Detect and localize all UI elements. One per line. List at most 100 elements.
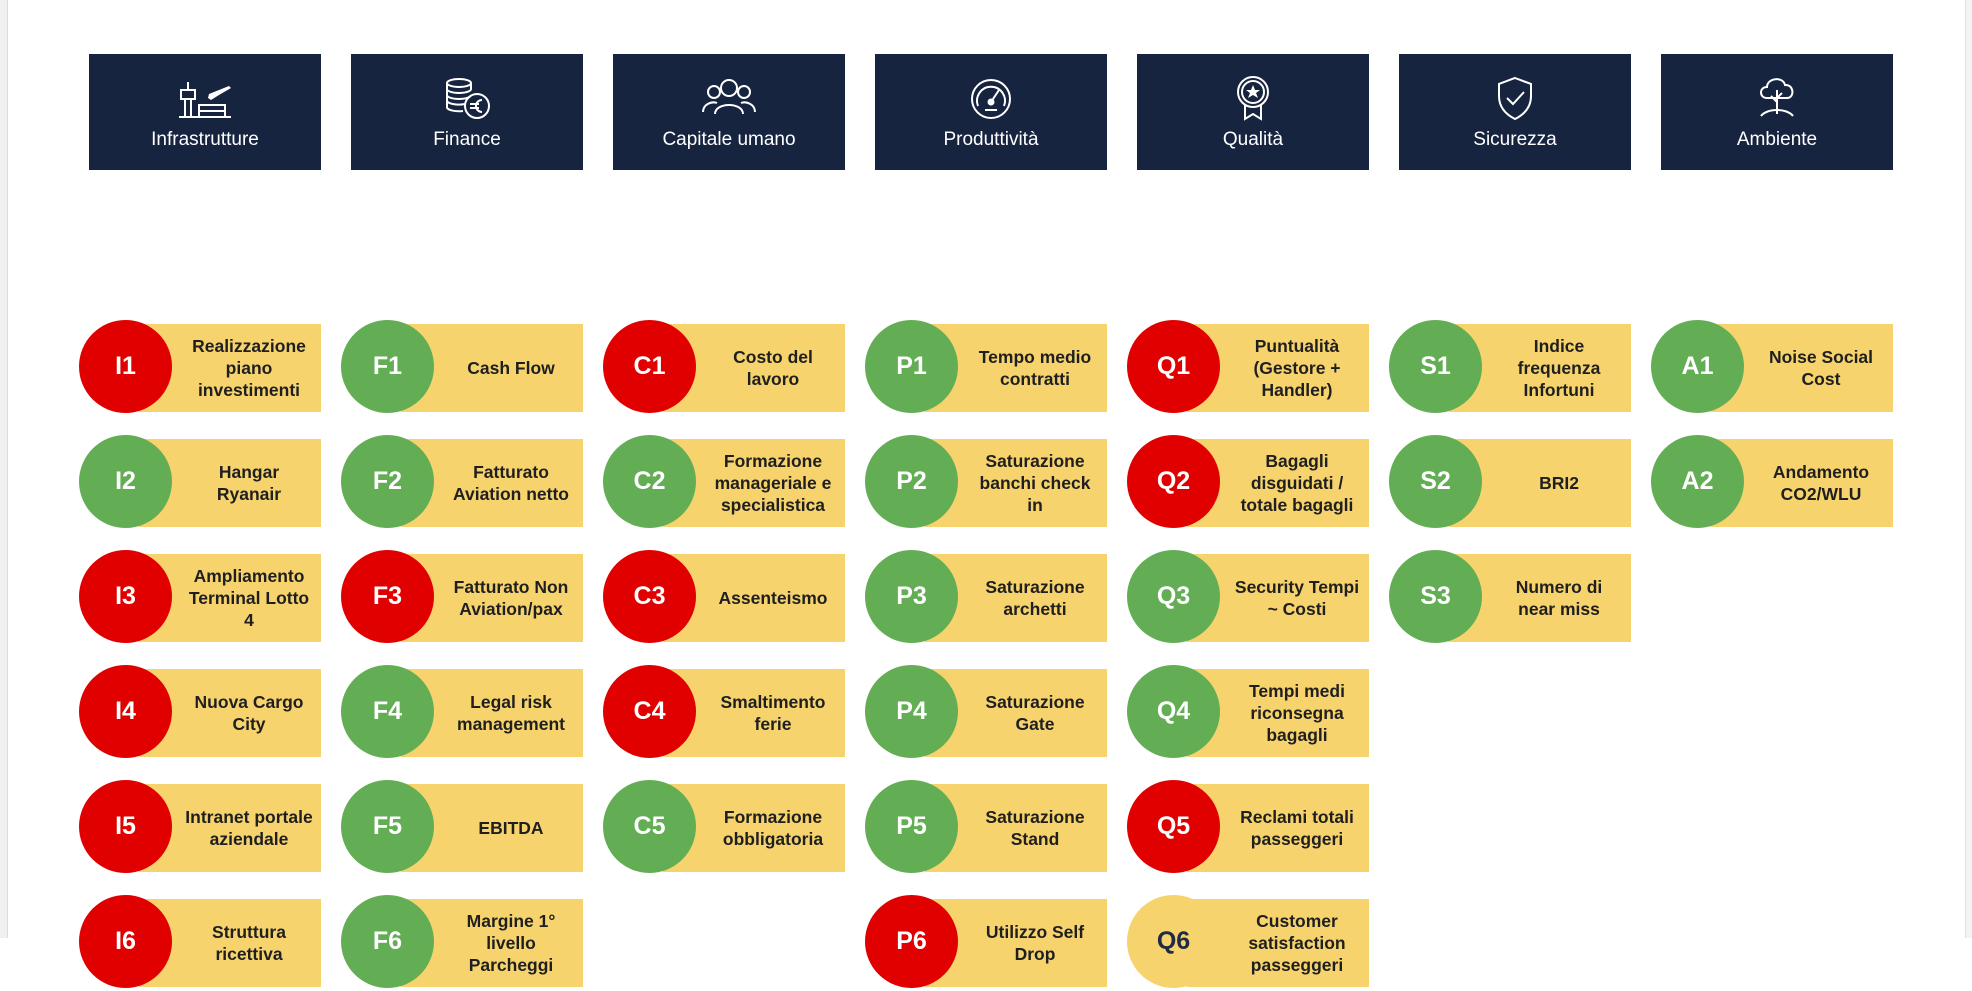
- kpi-item-c2: Formazione manageriale e specialistica C2: [603, 435, 845, 531]
- header-produttivita: Produttività: [875, 54, 1107, 170]
- column-title: Infrastrutture: [151, 129, 259, 150]
- kpi-item-p1: Tempo medio contratti P1: [865, 320, 1107, 416]
- kpi-item-p2: Saturazione banchi check in P2: [865, 435, 1107, 531]
- item-list: Puntualità (Gestore + Handler) Q1 Bagagli…: [1127, 170, 1369, 988]
- status-circle: S2: [1389, 435, 1482, 528]
- column-title: Finance: [433, 129, 501, 150]
- column-qualita: Qualità Puntualità (Gestore + Handler) Q1…: [1127, 54, 1369, 988]
- kpi-item-q1: Puntualità (Gestore + Handler) Q1: [1127, 320, 1369, 416]
- status-circle: F4: [341, 665, 434, 758]
- status-circle: P4: [865, 665, 958, 758]
- status-circle: P6: [865, 895, 958, 988]
- kpi-item-p4: Saturazione Gate P4: [865, 665, 1107, 761]
- status-circle: P5: [865, 780, 958, 873]
- status-circle: A2: [1651, 435, 1744, 528]
- kpi-label: Puntualità (Gestore + Handler): [1169, 324, 1369, 412]
- status-circle: A1: [1651, 320, 1744, 413]
- kpi-label: Assenteismo: [645, 554, 845, 642]
- item-list: Costo del lavoro C1 Formazione managerial…: [603, 170, 845, 890]
- page-edge-left: [0, 0, 8, 938]
- airport-icon: [89, 74, 321, 122]
- award-badge-icon: [1137, 74, 1369, 122]
- column-title: Ambiente: [1736, 129, 1818, 150]
- header-infrastrutture: Infrastrutture: [89, 54, 321, 170]
- header-qualita: Qualità: [1137, 54, 1369, 170]
- header-ambiente: Ambiente: [1661, 54, 1893, 170]
- status-circle: I5: [79, 780, 172, 873]
- status-circle: P1: [865, 320, 958, 413]
- status-circle: I6: [79, 895, 172, 988]
- status-circle: I2: [79, 435, 172, 528]
- column-ambiente: Ambiente Noise Social Cost A1 Andamento C…: [1651, 54, 1893, 890]
- status-circle: S1: [1389, 320, 1482, 413]
- column-finance: Finance Cash Flow F1 Fatturato Aviation n…: [341, 54, 583, 988]
- column-sicurezza: Sicurezza Indice frequenza Infortuni S1 B…: [1389, 54, 1631, 890]
- kpi-item-i4: Nuova Cargo City I4: [79, 665, 321, 761]
- kpi-item-q3: Security Tempi ~ Costi Q3: [1127, 550, 1369, 646]
- kpi-item-q2: Bagagli disguidati / totale bagagli Q2: [1127, 435, 1369, 531]
- kpi-item-i2: Hangar Ryanair I2: [79, 435, 321, 531]
- kpi-item-s1: Indice frequenza Infortuni S1: [1389, 320, 1631, 416]
- status-circle: Q5: [1127, 780, 1220, 873]
- kpi-item-a2: Andamento CO2/WLU A2: [1651, 435, 1893, 531]
- kpi-item-f4: Legal risk management F4: [341, 665, 583, 761]
- kpi-item-c1: Costo del lavoro C1: [603, 320, 845, 416]
- column-capitale-umano: Capitale umano Costo del lavoro C1 Formaz…: [603, 54, 845, 890]
- item-list: Cash Flow F1 Fatturato Aviation netto F2 F…: [341, 170, 583, 988]
- kpi-item-s3: Numero di near miss S3: [1389, 550, 1631, 646]
- status-circle: Q2: [1127, 435, 1220, 528]
- kpi-item-p5: Saturazione Stand P5: [865, 780, 1107, 876]
- status-circle: I1: [79, 320, 172, 413]
- coins-euro-icon: [351, 74, 583, 122]
- header-finance: Finance: [351, 54, 583, 170]
- status-circle: I4: [79, 665, 172, 758]
- shield-check-icon: [1399, 74, 1631, 122]
- status-circle: P3: [865, 550, 958, 643]
- kpi-item-f1: Cash Flow F1: [341, 320, 583, 416]
- kpi-label: Saturazione Stand: [907, 784, 1107, 872]
- status-circle: I3: [79, 550, 172, 643]
- status-circle: C1: [603, 320, 696, 413]
- column-infrastrutture: Infrastrutture Realizzazione piano inves…: [79, 54, 321, 988]
- item-list: Noise Social Cost A1 Andamento CO2/WLU A2: [1651, 170, 1893, 890]
- kpi-item-c5: Formazione obbligatoria C5: [603, 780, 845, 876]
- status-circle: P2: [865, 435, 958, 528]
- status-circle: C4: [603, 665, 696, 758]
- item-list: Realizzazione piano investimenti I1 Hanga…: [79, 170, 321, 988]
- kpi-item-i6: Struttura ricettiva I6: [79, 895, 321, 991]
- column-title: Sicurezza: [1473, 129, 1557, 150]
- status-circle: F2: [341, 435, 434, 528]
- status-circle: C5: [603, 780, 696, 873]
- kpi-item-q6: Customer satisfaction passeggeri Q6: [1127, 895, 1369, 991]
- item-list: Indice frequenza Infortuni S1 BRI2 S2 Nume…: [1389, 170, 1631, 890]
- column-title: Capitale umano: [662, 129, 796, 150]
- column-title: Qualità: [1222, 129, 1284, 150]
- status-circle: Q6: [1127, 895, 1220, 988]
- column-title: Produttività: [943, 129, 1039, 150]
- status-circle: F1: [341, 320, 434, 413]
- kpi-item-p3: Saturazione archetti P3: [865, 550, 1107, 646]
- status-circle: S3: [1389, 550, 1482, 643]
- kpi-item-f2: Fatturato Aviation netto F2: [341, 435, 583, 531]
- status-circle: F5: [341, 780, 434, 873]
- kpi-item-i5: Intranet portale aziendale I5: [79, 780, 321, 876]
- status-circle: C3: [603, 550, 696, 643]
- kpi-item-i1: Realizzazione piano investimenti I1: [79, 320, 321, 416]
- speedometer-icon: [875, 74, 1107, 122]
- kpi-item-p6: Utilizzo Self Drop P6: [865, 895, 1107, 991]
- kpi-item-f3: Fatturato Non Aviation/pax F3: [341, 550, 583, 646]
- kpi-label: Realizzazione piano investimenti: [121, 324, 321, 412]
- kpi-item-c4: Smaltimento ferie C4: [603, 665, 845, 761]
- kpi-item-s2: BRI2 S2: [1389, 435, 1631, 531]
- kpi-item-q4: Tempi medi riconsegna bagagli Q4: [1127, 665, 1369, 761]
- kpi-item-i3: Ampliamento Terminal Lotto 4 I3: [79, 550, 321, 646]
- kpi-item-c3: Assenteismo C3: [603, 550, 845, 646]
- header-sicurezza: Sicurezza: [1399, 54, 1631, 170]
- column-produttivita: Produttività Tempo medio contratti P1 Sat…: [865, 54, 1107, 988]
- kpi-item-f5: EBITDA F5: [341, 780, 583, 876]
- status-circle: F3: [341, 550, 434, 643]
- status-circle: Q3: [1127, 550, 1220, 643]
- kpi-item-q5: Reclami totali passeggeri Q5: [1127, 780, 1369, 876]
- people-icon: [613, 74, 845, 122]
- status-circle: Q4: [1127, 665, 1220, 758]
